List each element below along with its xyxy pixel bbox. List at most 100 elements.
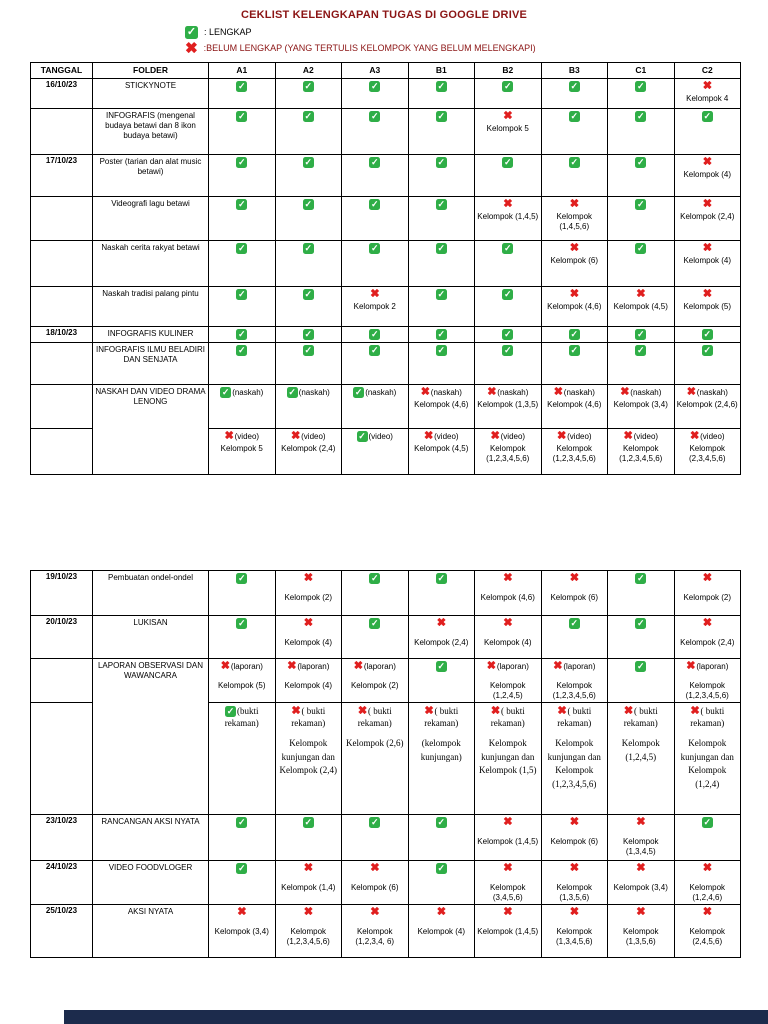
cross-icon: ✖	[702, 617, 712, 630]
check-icon: ✓	[236, 81, 248, 93]
status-cell: ✓ (naskah)	[208, 383, 276, 429]
cell-note: Kelompok 2	[353, 301, 396, 311]
check-icon: ✓	[502, 157, 514, 169]
mark-line: ✓	[477, 157, 539, 169]
cross-icon: ✖	[303, 906, 313, 919]
check-icon: ✓	[701, 817, 713, 829]
cross-icon: ✖	[702, 198, 712, 211]
cell-note: Kelompok (4,6)	[547, 399, 602, 409]
mark-suffix: (laporan)	[297, 662, 330, 671]
check-icon: ✓	[236, 573, 248, 585]
cell-note: Kelompok (6)	[550, 255, 599, 265]
check-icon: ✓	[302, 243, 314, 255]
status-cell: ✓	[407, 195, 475, 241]
cell-note: (kelompok kunjungan)	[420, 738, 462, 762]
cross-icon: ✖	[303, 617, 313, 630]
status-cell: ✓	[274, 77, 342, 109]
cross-icon: ✖	[702, 288, 712, 301]
status-cell: ✖ Kelompok (2,4)	[673, 195, 741, 241]
table-row: 20/10/23 LUKISAN ✓ ✖ Kelompok (4) ✓ ✖ Kelompok …	[30, 615, 741, 659]
legend-label-lengkap: : LENGKAP	[204, 27, 252, 37]
cell-note: Kelompok (2,4)	[680, 211, 735, 221]
cell-note: Kelompok (2,4)	[414, 638, 469, 647]
check-icon: ✓	[236, 618, 248, 630]
cross-icon: ✖	[290, 430, 301, 443]
check-icon: ✓	[302, 157, 314, 169]
status-cell: ✓	[407, 77, 475, 109]
mark-line: ✖	[344, 863, 406, 875]
mark-suffix: (video)	[567, 431, 592, 441]
status-cell: ✓	[341, 107, 409, 155]
date-cell	[30, 658, 93, 703]
mark-line: ✓	[610, 111, 672, 123]
cross-icon: ✖	[623, 705, 633, 718]
check-icon: ✓	[435, 573, 447, 585]
status-cell: ✓	[474, 77, 542, 109]
mark-line: ✓	[610, 618, 672, 630]
check-icon: ✓	[236, 111, 248, 123]
mark-line: ✖(video)	[211, 431, 273, 443]
check-icon: ✓	[369, 329, 381, 341]
cross-icon: ✖	[702, 862, 712, 875]
mark-line: ✓	[477, 81, 539, 93]
status-cell: ✓	[341, 615, 409, 659]
status-cell: ✖ Kelompok (1,4,5)	[474, 904, 542, 958]
date-cell	[30, 285, 93, 327]
status-cell: ✓	[274, 239, 342, 287]
status-cell: ✓	[341, 77, 409, 109]
cross-icon: ✖	[370, 288, 380, 301]
mark-line: ✖	[544, 199, 606, 211]
mark-line: ✓	[411, 199, 473, 211]
status-cell: ✓	[607, 658, 675, 703]
date-cell	[30, 341, 93, 385]
folder-cell: STICKYNOTE	[92, 77, 209, 109]
mark-suffix: (video)	[434, 431, 459, 441]
mark-suffix: ( bukti rekaman)	[291, 706, 326, 729]
check-icon: ✓	[369, 817, 381, 829]
cell-note: Kelompok (6)	[550, 837, 599, 846]
table-row: ✖(video) Kelompok 5 ✖(video) Kelompok (2,4)…	[30, 427, 741, 475]
column-header: TANGGAL	[30, 62, 93, 79]
status-cell: ✓	[274, 153, 342, 197]
cell-note: Kelompok (1,2,3,4,5,6)	[286, 927, 330, 946]
date-cell: 20/10/23	[30, 615, 93, 659]
status-cell: ✓	[208, 570, 276, 616]
mark-line: ✓	[610, 157, 672, 169]
status-cell: ✖ Kelompok (4)	[474, 615, 542, 659]
status-cell: ✓	[274, 325, 342, 343]
mark-line: ✓	[211, 345, 273, 357]
cell-note: Kelompok (2,4,5,6)	[689, 927, 726, 946]
mark-line: ✓ (video)	[344, 431, 406, 443]
cross-icon: ✖	[185, 39, 198, 57]
cross-icon: ✖	[503, 617, 513, 630]
mark-line: ✓	[411, 243, 473, 255]
status-cell: ✓	[407, 860, 475, 905]
mark-suffix: (bukti rekaman)	[224, 706, 259, 729]
status-cell: ✖(video) Kelompok (1,2,3,4,5,6)	[474, 427, 542, 475]
mark-line: ✖	[677, 863, 739, 875]
mark-suffix: (laporan)	[230, 662, 263, 671]
mark-line: ✖	[677, 618, 739, 630]
mark-suffix: (naskah)	[497, 387, 529, 397]
status-cell: ✖ Kelompok (2)	[274, 570, 342, 616]
mark-line: ✓	[211, 289, 273, 301]
mark-line: ✓	[344, 345, 406, 357]
mark-line: ✓	[278, 289, 340, 301]
check-icon: ✓	[236, 345, 248, 357]
status-cell: ✖ Kelompok (2,4)	[407, 615, 475, 659]
check-icon: ✓	[701, 111, 713, 123]
check-icon: ✓	[635, 243, 647, 255]
check-icon: ✓	[435, 289, 447, 301]
status-cell: ✓ (video)	[341, 427, 409, 475]
mark-line: ✖(laporan)	[544, 661, 606, 673]
cross-icon: ✖	[636, 288, 646, 301]
mark-line: ✓	[211, 618, 273, 630]
status-cell: ✓	[274, 195, 342, 241]
status-cell: ✖ Kelompok (1,3,5,6)	[540, 860, 608, 905]
check-icon: ✓	[236, 817, 248, 829]
mark-line: ✖	[477, 907, 539, 919]
mark-line: ✖	[544, 243, 606, 255]
cross-icon: ✖	[503, 816, 513, 829]
folder-cell: RANCANGAN AKSI NYATA	[92, 814, 209, 861]
cell-note: Kelompok (4,5)	[414, 443, 469, 453]
